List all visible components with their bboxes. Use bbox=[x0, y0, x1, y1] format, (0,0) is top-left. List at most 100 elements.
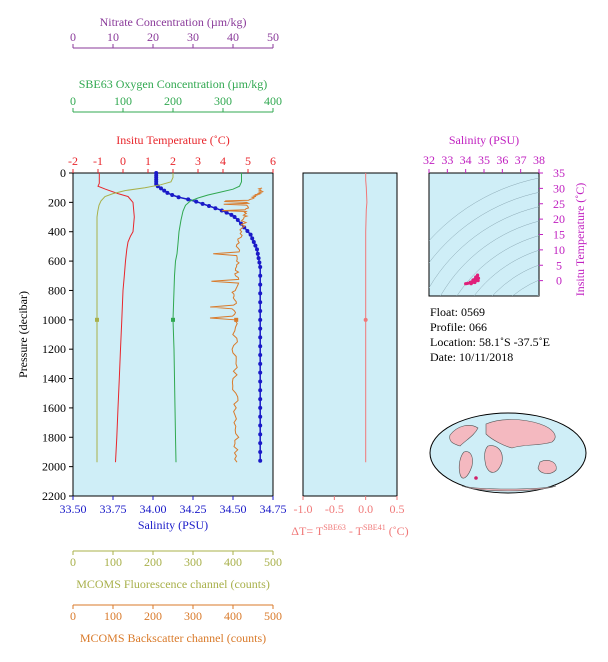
salinity-tick-label: 34.50 bbox=[220, 502, 247, 516]
salinity-point bbox=[258, 309, 263, 314]
pressure-tick-label: 2000 bbox=[42, 460, 66, 474]
delta-t-label-part: SBE41 bbox=[363, 523, 386, 532]
ts-temperature-tick-label: 10 bbox=[553, 243, 565, 257]
pressure-tick-label: 600 bbox=[48, 254, 66, 268]
backscatter-profile-line bbox=[209, 187, 264, 463]
world-map bbox=[429, 412, 587, 494]
temperature-tick-label: -2 bbox=[68, 154, 78, 168]
salinity-point bbox=[258, 388, 263, 393]
salinity-point bbox=[258, 361, 263, 366]
fluorescence-sample-marker bbox=[95, 317, 99, 322]
oxygen-tick-label: 0 bbox=[70, 94, 76, 108]
density-isoline bbox=[456, 235, 539, 296]
location: Location: 58.1˚S -37.5˚E bbox=[430, 335, 550, 349]
salinity-point bbox=[258, 344, 263, 349]
ts-point bbox=[476, 279, 480, 283]
oxygen-tick-label: 300 bbox=[214, 94, 232, 108]
delta-t-plot-area bbox=[302, 172, 398, 497]
salinity-point bbox=[258, 423, 263, 428]
nitrate-axis-label: Nitrate Concentration (µm/kg) bbox=[100, 15, 247, 29]
salinity-tick-label: 33.50 bbox=[60, 502, 87, 516]
ts-temperature-tick-label: 30 bbox=[553, 181, 565, 195]
backscatter-tick-label: 200 bbox=[144, 609, 162, 623]
salinity-point bbox=[245, 228, 250, 233]
salinity-tick-label: 34.25 bbox=[180, 502, 207, 516]
pressure-tick-label: 400 bbox=[48, 225, 66, 239]
density-isoline bbox=[429, 177, 539, 242]
nitrate-tick-label: 10 bbox=[107, 30, 119, 44]
oxygen-tick-label: 100 bbox=[114, 94, 132, 108]
pressure-tick-label: 1200 bbox=[42, 342, 66, 356]
backscatter-sample-marker bbox=[234, 317, 239, 322]
salinity-tick-label: 34.00 bbox=[140, 502, 167, 516]
profile-number: Profile: 066 bbox=[430, 320, 487, 334]
salinity-point bbox=[258, 370, 263, 375]
delta-t-label-part: SBE63 bbox=[323, 523, 346, 532]
map-land bbox=[458, 451, 473, 479]
temperature-tick-label: -1 bbox=[93, 154, 103, 168]
salinity-point bbox=[229, 212, 234, 217]
delta-t-line bbox=[365, 173, 368, 463]
ts-temperature-tick-label: 5 bbox=[556, 258, 562, 272]
nitrate-tick-label: 20 bbox=[147, 30, 159, 44]
pressure-tick-label: 2200 bbox=[42, 489, 66, 503]
ts-temperature-axis-label: Insitu Temperature (˚C) bbox=[573, 183, 587, 297]
pressure-tick-label: 1400 bbox=[42, 372, 66, 386]
oxygen-axis-label: SBE63 Oxygen Concentration (µm/kg) bbox=[79, 77, 268, 91]
salinity-point bbox=[194, 199, 199, 204]
salinity-point bbox=[235, 217, 240, 222]
salinity-tick-label: 33.75 bbox=[100, 502, 127, 516]
salinity-point bbox=[250, 236, 255, 241]
salinity-point bbox=[258, 458, 263, 463]
map-land bbox=[484, 445, 503, 473]
salinity-point bbox=[258, 353, 263, 358]
salinity-point bbox=[251, 240, 256, 245]
salinity-point bbox=[258, 317, 263, 322]
float-id: Float: 0569 bbox=[430, 305, 485, 319]
oxygen-profile-line bbox=[172, 173, 242, 463]
fluorescence-tick-label: 0 bbox=[70, 555, 76, 569]
ts-point bbox=[473, 280, 477, 285]
map-land bbox=[449, 425, 479, 447]
ts-salinity-tick-label: 38 bbox=[533, 153, 545, 167]
pressure-tick-label: 1800 bbox=[42, 430, 66, 444]
temperature-axis-label: Insitu Temperature (˚C) bbox=[116, 133, 230, 147]
delta-t-axis-label: ΔT= TSBE63 - TSBE41 (˚C) bbox=[291, 523, 408, 538]
salinity-point bbox=[207, 204, 211, 209]
density-isoline bbox=[559, 356, 579, 376]
ts-temperature-tick-label: 20 bbox=[553, 212, 565, 226]
ts-plot-area bbox=[428, 172, 540, 297]
main-profile-chart: 0200400600800100012001400160018002000220… bbox=[16, 15, 287, 645]
salinity-tick-label: 34.75 bbox=[260, 502, 287, 516]
salinity-point bbox=[224, 210, 229, 215]
salinity-point bbox=[258, 379, 263, 384]
nitrate-tick-label: 30 bbox=[187, 30, 199, 44]
salinity-point bbox=[159, 186, 163, 191]
salinity-point bbox=[258, 273, 263, 278]
salinity-point bbox=[258, 282, 263, 287]
salinity-point bbox=[165, 190, 170, 195]
salinity-point bbox=[200, 201, 205, 206]
salinity-point bbox=[232, 215, 237, 220]
salinity-point bbox=[258, 441, 263, 446]
salinity-point bbox=[258, 264, 263, 269]
ts-point bbox=[465, 281, 470, 285]
map-land bbox=[537, 460, 557, 474]
salinity-point bbox=[162, 188, 167, 193]
density-isoline bbox=[429, 206, 539, 289]
salinity-point bbox=[213, 206, 218, 211]
ts-temperature-tick-label: 0 bbox=[556, 274, 562, 288]
salinity-point bbox=[258, 432, 263, 437]
salinity-point bbox=[257, 260, 262, 265]
fluorescence-tick-label: 300 bbox=[184, 555, 202, 569]
delta-t-tick-label: -0.5 bbox=[325, 502, 344, 516]
ts-salinity-axis-label: Salinity (PSU) bbox=[449, 133, 519, 147]
salinity-point bbox=[170, 193, 175, 198]
backscatter-tick-label: 500 bbox=[264, 609, 282, 623]
salinity-point bbox=[258, 397, 263, 402]
salinity-point bbox=[256, 256, 261, 261]
salinity-point bbox=[186, 197, 191, 202]
date: Date: 10/11/2018 bbox=[430, 350, 513, 364]
delta-t-tick-label: -1.0 bbox=[294, 502, 313, 516]
